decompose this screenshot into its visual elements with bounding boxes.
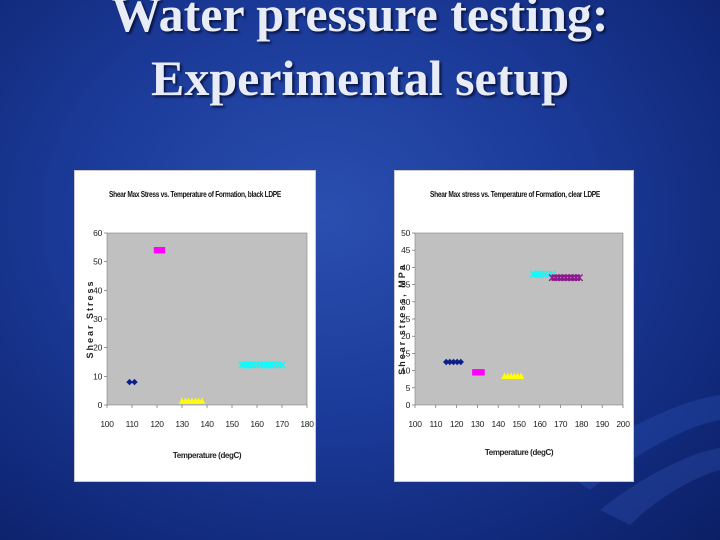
slide-title: Water pressure testing: Experimental set…	[111, 0, 609, 106]
y-tick-label: 50	[93, 257, 102, 267]
y-tick-label: 20	[93, 343, 102, 353]
x-tick-label: 100	[408, 419, 422, 429]
data-series	[443, 358, 464, 366]
data-point	[198, 397, 206, 404]
y-tick-label: 25	[401, 314, 410, 324]
x-tick-label: 150	[512, 419, 526, 429]
y-tick-label: 30	[93, 314, 102, 324]
data-point	[278, 361, 286, 369]
x-tick-label: 110	[126, 419, 139, 429]
x-tick-label: 120	[150, 419, 164, 429]
data-point	[457, 358, 464, 366]
data-series	[548, 274, 584, 282]
x-tick-label: 170	[554, 419, 568, 429]
chart-title: Shear Max Stress vs. Temperature of Form…	[109, 189, 282, 199]
y-axis-label: Shear Stress	[85, 279, 95, 358]
y-tick-label: 15	[401, 348, 410, 358]
data-series	[529, 270, 557, 279]
data-point	[478, 369, 485, 376]
y-tick-label: 50	[401, 228, 410, 238]
data-point	[126, 378, 133, 386]
x-tick-label: 150	[225, 419, 239, 429]
data-series	[126, 378, 138, 386]
x-axis-label: Temperature (degC)	[173, 451, 242, 460]
x-tick-label: 110	[429, 419, 442, 429]
x-tick-label: 160	[533, 419, 547, 429]
data-point	[131, 378, 138, 386]
data-point	[450, 358, 457, 366]
chart-clear-ldpe: Shear Max stress vs. Temperature of Form…	[397, 189, 631, 457]
chart-title: Shear Max stress vs. Temperature of Form…	[430, 189, 601, 199]
plot-area	[414, 232, 624, 406]
x-axis-label: Temperature (degC)	[485, 448, 554, 457]
y-tick-label: 30	[401, 297, 410, 307]
y-tick-label: 40	[401, 262, 410, 272]
x-tick-label: 130	[471, 419, 485, 429]
x-tick-label: 100	[100, 419, 114, 429]
data-point	[575, 274, 584, 282]
data-point	[153, 247, 161, 254]
y-tick-label: 5	[406, 383, 411, 393]
x-tick-label: 130	[175, 419, 189, 429]
y-tick-label: 60	[93, 228, 102, 238]
data-series	[472, 369, 485, 376]
chart-black-ldpe: Shear Max Stress vs. Temperature of Form…	[85, 189, 315, 460]
data-series	[153, 247, 166, 254]
x-tick-label: 180	[575, 419, 589, 429]
data-point	[158, 247, 166, 254]
x-tick-label: 180	[300, 419, 314, 429]
data-point	[443, 358, 450, 366]
chart-panel-black-ldpe: Shear Max Stress vs. Temperature of Form…	[74, 170, 316, 482]
y-tick-label: 20	[401, 331, 410, 341]
x-tick-label: 200	[616, 419, 630, 429]
data-point	[517, 372, 525, 379]
plot-area	[106, 232, 308, 406]
y-tick-label: 35	[401, 280, 410, 290]
x-tick-label: 140	[200, 419, 214, 429]
data-point	[446, 358, 454, 366]
data-series	[501, 372, 525, 379]
y-tick-label: 45	[401, 245, 410, 255]
data-series	[178, 397, 206, 404]
x-tick-label: 160	[250, 419, 264, 429]
x-tick-label: 120	[450, 419, 464, 429]
y-tick-label: 0	[98, 400, 103, 410]
y-tick-label: 0	[406, 400, 411, 410]
x-tick-label: 190	[596, 419, 610, 429]
data-series	[238, 361, 286, 369]
x-tick-label: 170	[275, 419, 289, 429]
y-tick-label: 40	[93, 285, 102, 295]
x-tick-label: 140	[492, 419, 506, 429]
data-point	[453, 358, 461, 366]
y-axis-label: Shear stress, MPa	[397, 263, 407, 375]
y-tick-label: 10	[93, 371, 102, 381]
y-tick-label: 10	[401, 366, 410, 376]
chart-panel-clear-ldpe: Shear Max stress vs. Temperature of Form…	[394, 170, 634, 482]
